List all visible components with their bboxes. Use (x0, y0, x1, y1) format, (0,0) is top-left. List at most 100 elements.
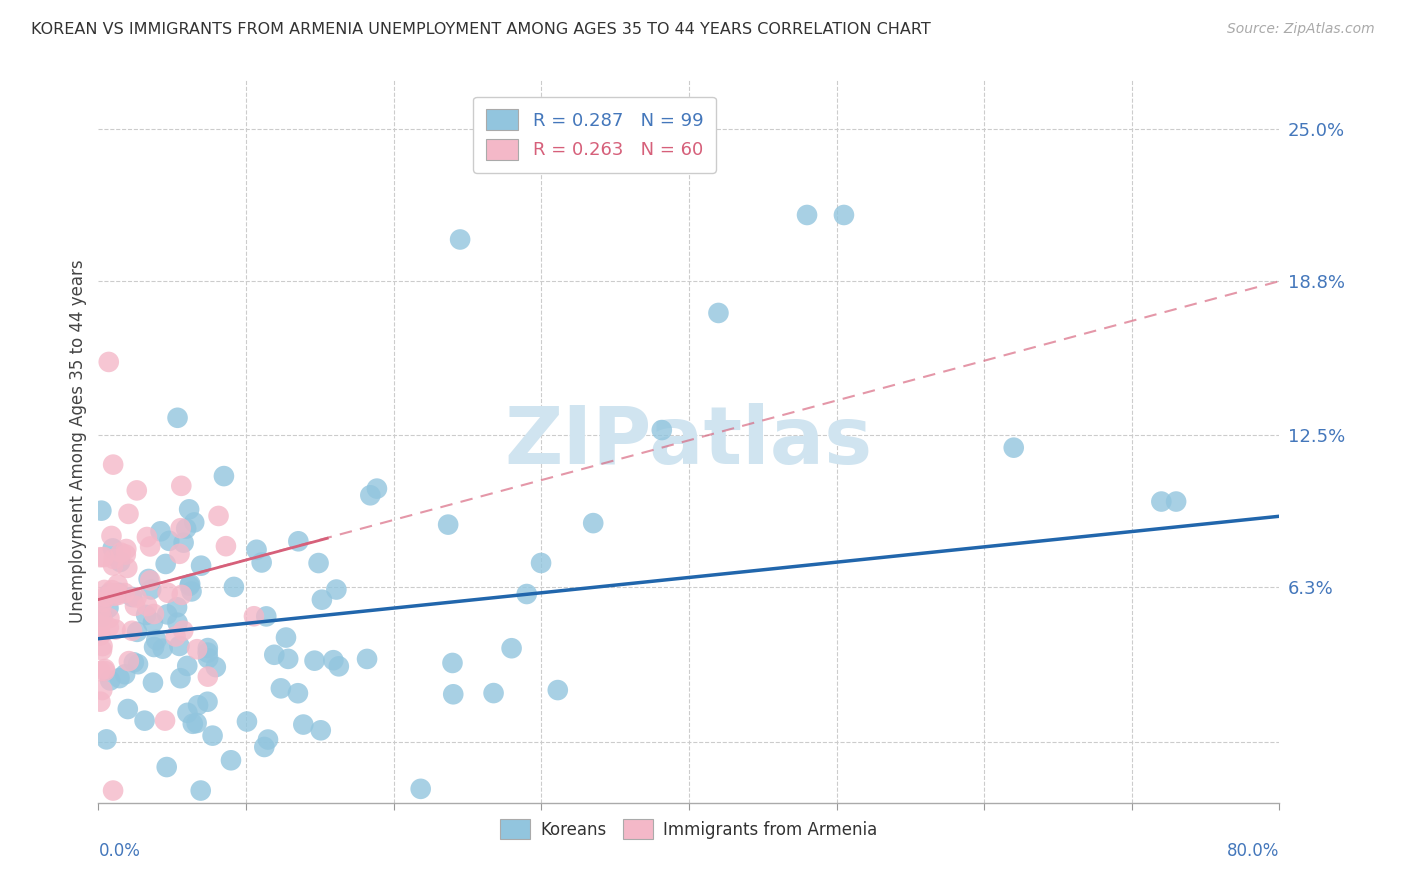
Point (104, 586, 127, 600)
Point (101, 458, 124, 472)
Point (121, 590, 143, 604)
Point (651, 423, 673, 437)
Point (89, 550, 111, 565)
Point (98, 611, 121, 625)
Point (97, 355, 120, 369)
Point (179, 577, 201, 591)
Point (173, 535, 195, 549)
Point (176, 706, 198, 720)
Point (707, 306, 730, 320)
Point (114, 586, 136, 600)
Point (91, 609, 114, 624)
Point (236, 714, 259, 729)
Point (409, 781, 432, 796)
Point (328, 659, 350, 673)
Point (101, 558, 124, 573)
Point (89, 695, 111, 709)
Point (449, 232, 471, 246)
Point (101, 783, 124, 797)
Legend: Koreans, Immigrants from Armenia: Koreans, Immigrants from Armenia (491, 809, 887, 848)
Point (176, 659, 198, 673)
Point (152, 641, 174, 656)
Y-axis label: Unemployment Among Ages 35 to 44 years: Unemployment Among Ages 35 to 44 years (69, 260, 87, 624)
Point (117, 702, 139, 716)
Point (309, 723, 332, 738)
Point (170, 479, 193, 493)
Point (277, 652, 299, 666)
Point (114, 667, 136, 681)
Point (97, 620, 120, 634)
Point (482, 686, 505, 700)
Point (108, 671, 131, 685)
Point (100, 529, 122, 543)
Point (96, 732, 118, 747)
Point (181, 716, 204, 731)
Point (110, 546, 132, 560)
Point (253, 739, 276, 754)
Point (135, 607, 157, 622)
Point (107, 577, 129, 591)
Point (149, 524, 172, 539)
Point (304, 654, 326, 668)
Point (153, 714, 176, 728)
Point (245, 542, 267, 557)
Point (1166, 494, 1188, 508)
Point (118, 654, 141, 668)
Point (89, 664, 111, 678)
Point (97, 601, 120, 615)
Point (93, 549, 115, 564)
Point (108, 586, 131, 600)
Point (157, 533, 180, 548)
Point (115, 542, 138, 557)
Point (257, 732, 280, 747)
Point (98, 673, 121, 688)
Point (796, 208, 818, 222)
Point (91, 639, 114, 653)
Point (125, 591, 148, 605)
Point (93, 582, 115, 597)
Point (89, 629, 111, 643)
Point (243, 609, 266, 624)
Point (441, 656, 464, 670)
Point (101, 541, 124, 556)
Point (166, 615, 188, 630)
Point (1002, 441, 1025, 455)
Point (155, 557, 177, 571)
Point (215, 539, 238, 553)
Point (308, 556, 330, 570)
Point (547, 683, 569, 698)
Point (169, 639, 191, 653)
Point (117, 561, 139, 575)
Point (582, 516, 605, 530)
Point (832, 208, 855, 222)
Point (516, 587, 538, 601)
Point (90, 503, 112, 517)
Point (125, 624, 148, 639)
Point (122, 656, 145, 670)
Point (201, 729, 224, 743)
Point (287, 686, 309, 700)
Point (292, 717, 315, 731)
Point (501, 641, 523, 656)
Point (98, 586, 121, 600)
Text: Source: ZipAtlas.com: Source: ZipAtlas.com (1227, 22, 1375, 37)
Point (107, 588, 129, 602)
Point (127, 657, 149, 672)
Point (90, 603, 112, 617)
Point (325, 582, 347, 597)
Point (197, 670, 219, 684)
Point (94, 664, 117, 678)
Point (142, 607, 165, 621)
Text: ZIPatlas: ZIPatlas (505, 402, 873, 481)
Point (94, 590, 117, 604)
Point (1150, 494, 1173, 508)
Point (139, 540, 162, 554)
Point (212, 469, 235, 483)
Text: 0.0%: 0.0% (98, 842, 141, 860)
Point (322, 653, 344, 667)
Point (136, 530, 159, 544)
Point (287, 534, 309, 549)
Point (138, 572, 160, 586)
Point (219, 753, 242, 767)
Point (91, 595, 114, 609)
